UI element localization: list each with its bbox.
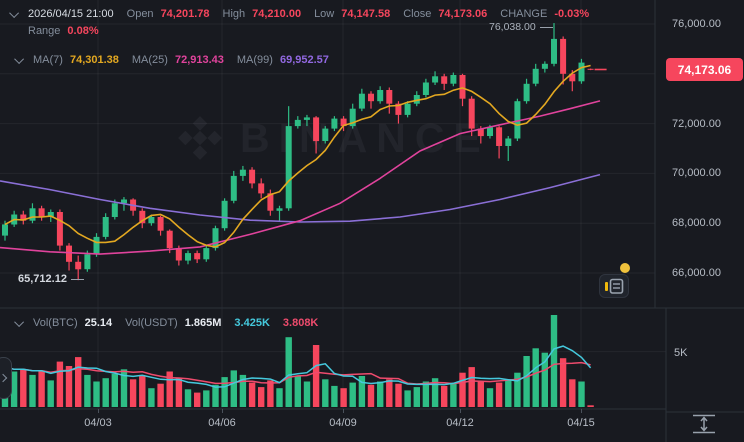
low-annotation: 65,712.12 (18, 273, 84, 285)
expand-panel-button[interactable] (0, 357, 12, 399)
high-annotation: 76,038.00 (489, 21, 553, 33)
binance-watermark: BINANCE (176, 114, 490, 162)
binance-watermark-text: BINANCE (240, 114, 490, 161)
close-value: 74,173.06 (438, 8, 488, 20)
date-axis-label: 04/15 (567, 417, 595, 429)
date-axis-tick (460, 409, 461, 413)
date-axis-tick (343, 409, 344, 413)
info-panel-button[interactable] (599, 274, 629, 298)
price-scale-button[interactable] (690, 413, 718, 440)
binance-logo-icon (178, 116, 222, 160)
ma99-label: MA(99) (236, 54, 273, 66)
candle-time: 2026/04/15 21:00 (28, 8, 114, 20)
ma7-value: 74,301.38 (69, 54, 119, 66)
open-value: 74,201.78 (160, 8, 210, 20)
grid-lines (0, 0, 666, 409)
high-value: 74,210.00 (252, 8, 302, 20)
range-row: Range 0.08% (28, 25, 112, 37)
low-annotation-tick (70, 278, 84, 280)
notification-dot (620, 263, 630, 273)
vol-btc-label: Vol(BTC) (33, 317, 78, 329)
panel-icon (605, 278, 624, 294)
vol-btc-value: 25.14 (84, 317, 113, 329)
low-value: 74,147.58 (341, 8, 391, 20)
date-axis-label: 04/06 (208, 417, 236, 429)
ma99-value: 69,952.57 (279, 54, 329, 66)
range-label: Range (28, 25, 61, 37)
chevron-right-icon (0, 373, 7, 383)
ma25-label: MA(25) (131, 54, 168, 66)
range-value: 0.08% (67, 25, 99, 37)
ma-legend-row: MA(7) 74,301.38 MA(25) 72,913.43 MA(99) … (14, 53, 342, 66)
ma25-value: 72,913.43 (174, 54, 224, 66)
price-axis-label: 76,000.00 (672, 18, 721, 30)
ma-lines-layer (0, 64, 601, 388)
vol-usdt-value: 1.865M (184, 317, 222, 329)
date-axis-tick (581, 409, 582, 413)
candles-layer[interactable] (2, 23, 594, 281)
date-axis-label: 04/12 (446, 417, 474, 429)
vol-ma5-value: 3.425K (234, 317, 270, 329)
open-label: Open (126, 8, 154, 20)
date-axis-label: 04/09 (329, 417, 357, 429)
high-annotation-tick (539, 26, 553, 28)
close-label: Close (403, 8, 432, 20)
volume-legend-row: Vol(BTC) 25.14 Vol(USDT) 1.865M 3.425K 3… (14, 316, 331, 329)
date-axis-label: 04/03 (84, 417, 112, 429)
ma7-label: MA(7) (33, 54, 63, 66)
volume-axis-label: 5K (674, 347, 688, 359)
ohlc-legend-row: 2026/04/15 21:00 Open 74,201.78 High 74,… (9, 7, 602, 20)
price-axis-label: 66,000.00 (672, 267, 721, 279)
vol-usdt-label: Vol(USDT) (125, 317, 178, 329)
change-value: -0.03% (554, 8, 590, 20)
low-label: Low (314, 8, 335, 20)
high-label: High (222, 8, 246, 20)
price-axis-label: 72,000.00 (672, 118, 721, 130)
low-annotation-value: 65,712.12 (18, 273, 67, 286)
price-axis-label: 70,000.00 (672, 167, 721, 179)
vol-ma10-value: 3.808K (282, 317, 319, 329)
scale-arrows-icon (693, 414, 715, 434)
high-annotation-value: 76,038.00 (489, 21, 536, 34)
date-axis-tick (222, 409, 223, 413)
price-axis-label: 68,000.00 (672, 217, 721, 229)
change-label: CHANGE (500, 8, 548, 20)
last-price-badge[interactable]: 74,173.06 (666, 58, 743, 81)
date-axis-tick (98, 409, 99, 413)
